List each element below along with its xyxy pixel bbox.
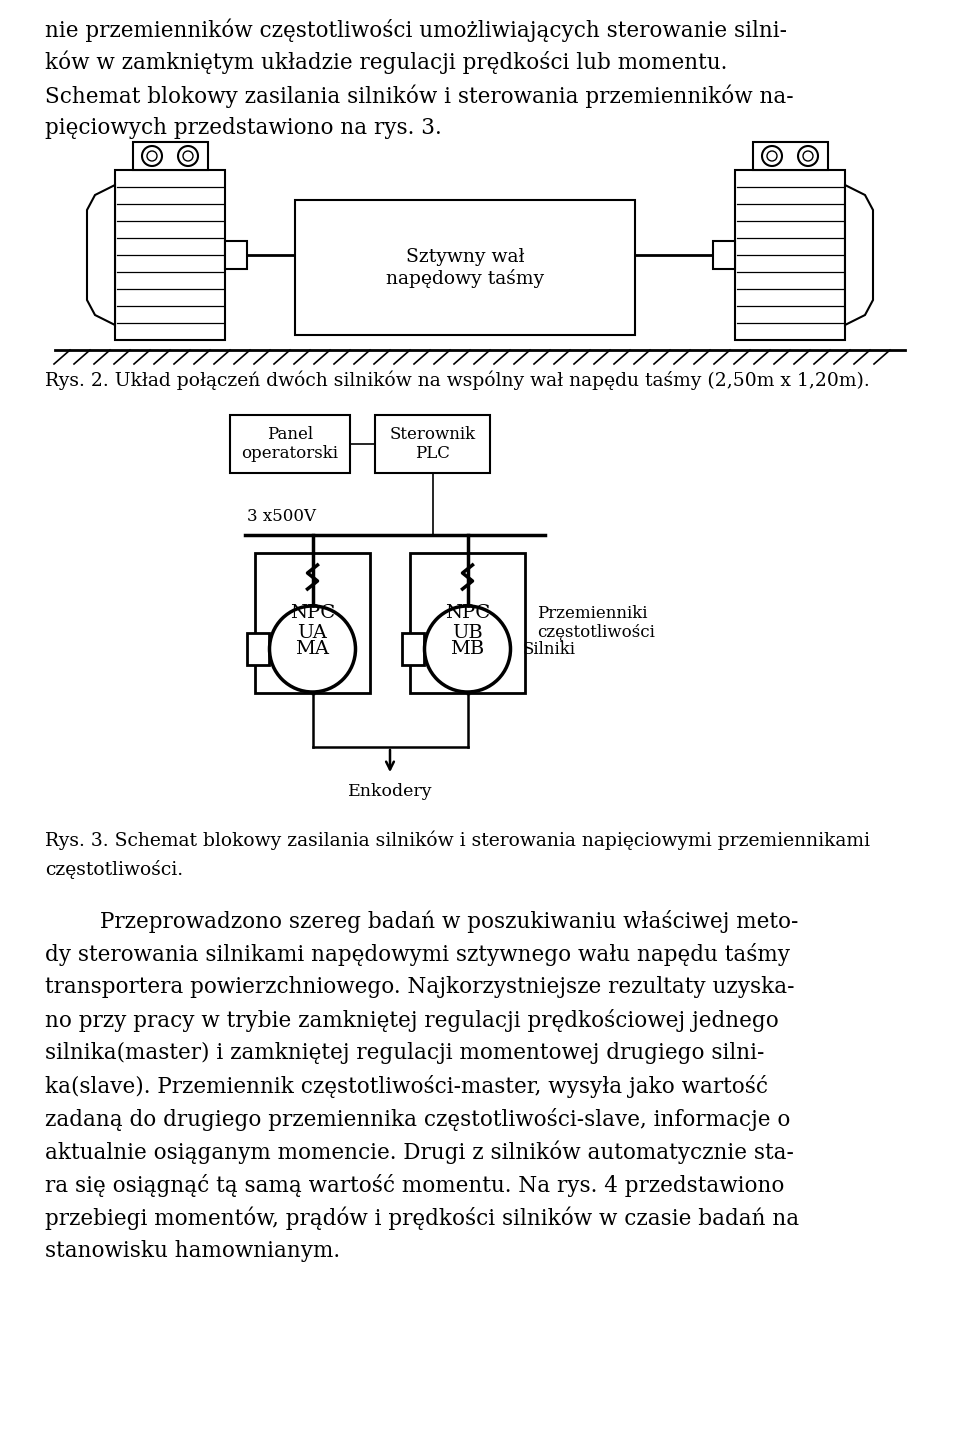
Text: Rys. 3. Schemat blokowy zasilania silników i sterowania napięciowymi przemiennik: Rys. 3. Schemat blokowy zasilania silnik…	[45, 830, 870, 850]
Text: Schemat blokowy zasilania silników i sterowania przemienników na-: Schemat blokowy zasilania silników i ste…	[45, 84, 794, 107]
Circle shape	[803, 151, 813, 161]
Text: 3 x500V: 3 x500V	[247, 508, 316, 526]
Text: MA: MA	[296, 640, 329, 657]
Text: dy sterowania silnikami napędowymi sztywnego wału napędu taśmy: dy sterowania silnikami napędowymi sztyw…	[45, 943, 790, 966]
Text: MB: MB	[450, 640, 485, 657]
Bar	[735, 169, 845, 340]
Text: NPC
UB: NPC UB	[444, 604, 490, 643]
Bar	[401, 633, 423, 665]
Circle shape	[798, 146, 818, 167]
Circle shape	[270, 607, 355, 692]
Circle shape	[147, 151, 157, 161]
Text: silnika(master) i zamkniętej regulacji momentowej drugiego silni-: silnika(master) i zamkniętej regulacji m…	[45, 1043, 764, 1064]
Bar	[247, 633, 269, 665]
Bar	[115, 169, 225, 340]
Bar	[132, 142, 207, 169]
Bar	[410, 553, 525, 694]
Text: zadaną do drugiego przemiennika częstotliwości-slave, informacje o: zadaną do drugiego przemiennika częstotl…	[45, 1108, 790, 1131]
Text: Przemienniki
częstotliwości: Przemienniki częstotliwości	[537, 605, 655, 641]
Text: Panel
operatorski: Panel operatorski	[242, 426, 339, 462]
Text: Rys. 2. Układ połączeń dwóch silników na wspólny wał napędu taśmy (2,50m x 1,20m: Rys. 2. Układ połączeń dwóch silników na…	[45, 371, 870, 390]
Text: ków w zamkniętym układzie regulacji prędkości lub momentu.: ków w zamkniętym układzie regulacji pręd…	[45, 51, 728, 74]
Text: stanowisku hamownianym.: stanowisku hamownianym.	[45, 1239, 340, 1263]
Text: przebiegi momentów, prądów i prędkości silników w czasie badań na: przebiegi momentów, prądów i prędkości s…	[45, 1208, 799, 1231]
Bar	[713, 240, 735, 269]
Polygon shape	[87, 185, 115, 324]
Bar	[230, 416, 350, 473]
Text: transportera powierzchniowego. Najkorzystniejsze rezultaty uzyska-: transportera powierzchniowego. Najkorzys…	[45, 976, 795, 998]
Bar	[295, 200, 635, 334]
Text: pięciowych przedstawiono na rys. 3.: pięciowych przedstawiono na rys. 3.	[45, 117, 442, 139]
Circle shape	[142, 146, 162, 167]
Text: Enkodery: Enkodery	[348, 783, 432, 799]
Polygon shape	[845, 185, 873, 324]
Text: częstotliwości.: częstotliwości.	[45, 860, 183, 879]
Text: Silniki: Silniki	[522, 640, 575, 657]
Bar	[225, 240, 247, 269]
Circle shape	[767, 151, 777, 161]
Bar	[255, 553, 370, 694]
Circle shape	[762, 146, 782, 167]
Bar	[375, 416, 490, 473]
Text: aktualnie osiąganym momencie. Drugi z silników automatycznie sta-: aktualnie osiąganym momencie. Drugi z si…	[45, 1141, 794, 1164]
Text: Sterownik
PLC: Sterownik PLC	[390, 426, 475, 462]
Bar	[753, 142, 828, 169]
Circle shape	[183, 151, 193, 161]
Text: Sztywny wał
napędowy taśmy: Sztywny wał napędowy taśmy	[386, 248, 544, 288]
Text: nie przemienników częstotliwości umożliwiających sterowanie silni-: nie przemienników częstotliwości umożliw…	[45, 17, 787, 42]
Circle shape	[424, 607, 511, 692]
Circle shape	[178, 146, 198, 167]
Text: ka(slave). Przemiennik częstotliwości-master, wysyła jako wartość: ka(slave). Przemiennik częstotliwości-ma…	[45, 1074, 768, 1098]
Text: ra się osiągnąć tą samą wartość momentu. Na rys. 4 przedstawiono: ra się osiągnąć tą samą wartość momentu.…	[45, 1174, 784, 1197]
Text: no przy pracy w trybie zamkniętej regulacji prędkościowej jednego: no przy pracy w trybie zamkniętej regula…	[45, 1009, 779, 1032]
Text: NPC
UA: NPC UA	[290, 604, 335, 643]
Text: Przeprowadzono szereg badań w poszukiwaniu właściwej meto-: Przeprowadzono szereg badań w poszukiwan…	[45, 909, 799, 933]
